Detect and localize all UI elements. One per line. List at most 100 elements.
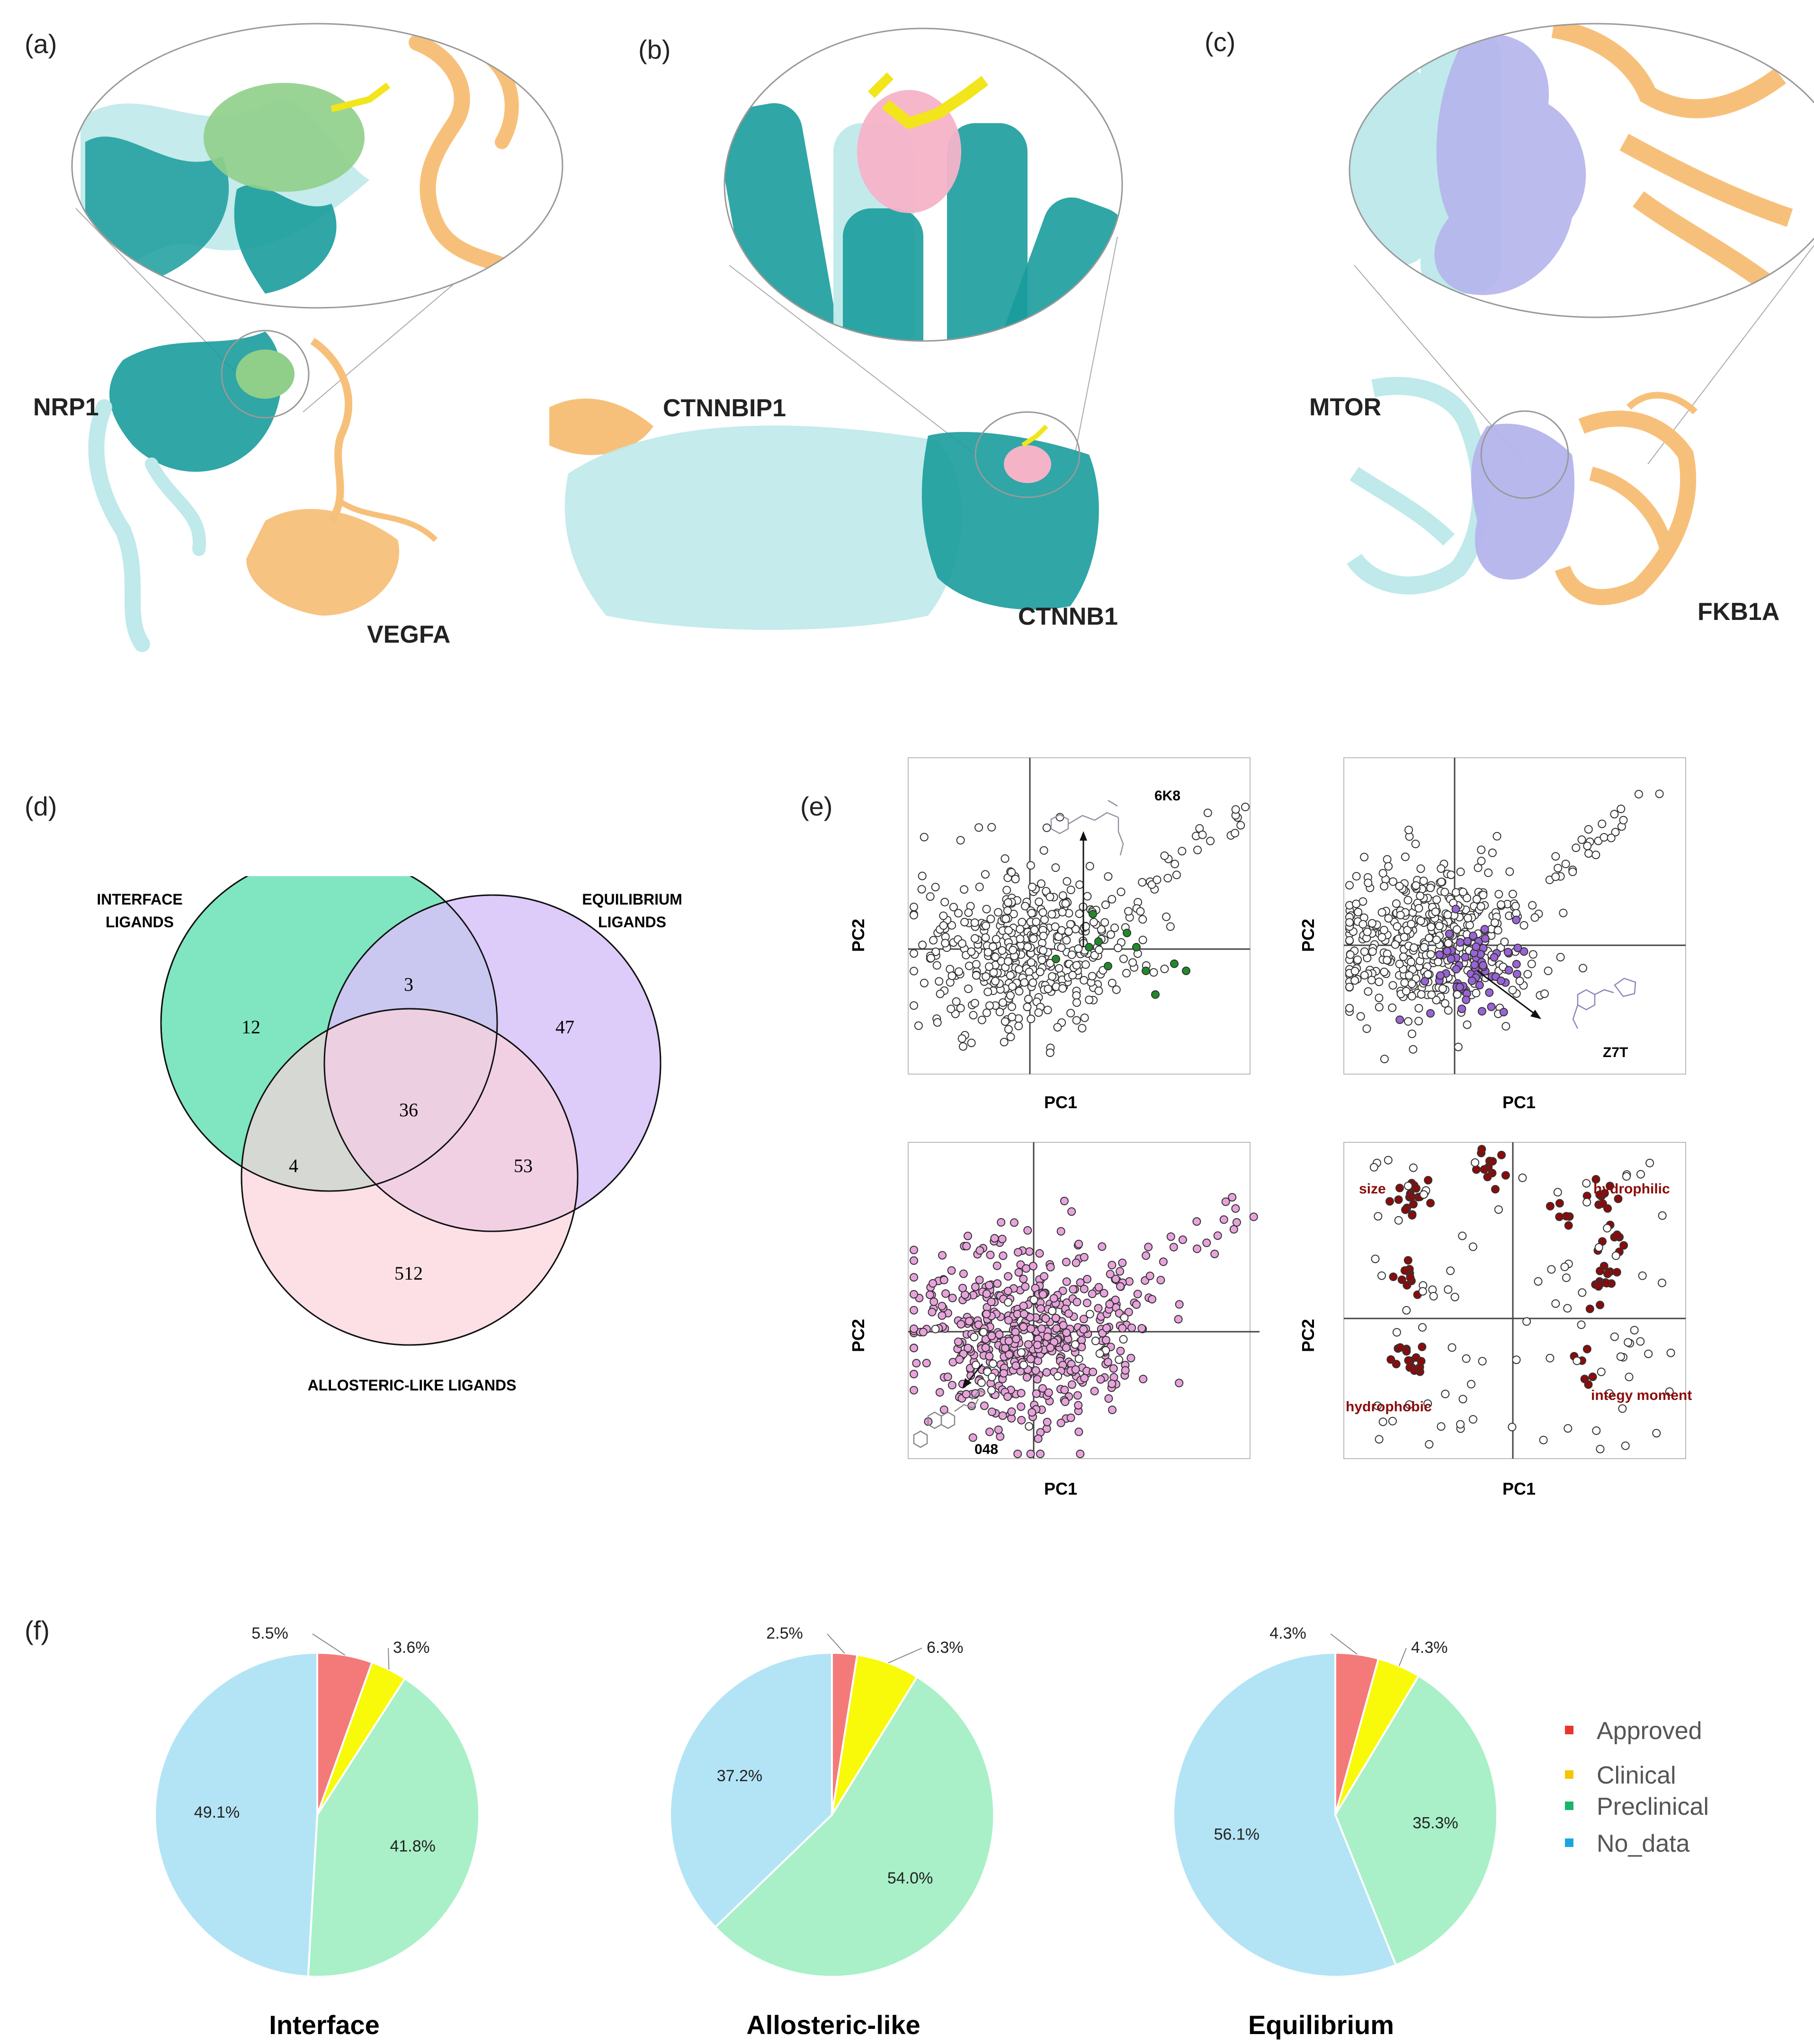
venn-diagram: INTERFACE LIGANDS EQUILIBRIUM LIGANDS AL… (97, 876, 682, 1394)
pca-point (1458, 888, 1467, 896)
pca-point (1017, 1348, 1026, 1357)
pca-point (1048, 972, 1057, 981)
pca-point (999, 1369, 1008, 1378)
pca-point (1427, 990, 1436, 999)
loading-point (1573, 1356, 1582, 1365)
pie-legend: Approved Clinical Preclinical No_data (1565, 1717, 1709, 1857)
pca-point (1001, 1017, 1010, 1026)
pca-point (1018, 918, 1027, 926)
pca-point (1104, 1358, 1112, 1367)
pca-point (985, 1352, 994, 1361)
pca-point (1058, 984, 1067, 993)
pca-point (1443, 910, 1452, 919)
pca-point (1377, 908, 1386, 917)
pca-point (1395, 882, 1404, 891)
pca-point (1116, 1267, 1125, 1276)
pie-charts: 5.5% 3.6% 41.8% 49.1% 2.5% 6.3% 54.0% 37.2% 4.3%… (154, 1624, 1709, 2040)
pca-point (939, 1275, 948, 1284)
loading-point (1369, 1163, 1378, 1172)
loading-point (1603, 1269, 1612, 1278)
pca-point (1414, 1004, 1423, 1013)
pca-point (1144, 1243, 1153, 1252)
pca-point (1175, 1300, 1184, 1309)
pca-point-highlight (1472, 942, 1481, 951)
pca-point (1019, 1309, 1028, 1318)
pca-point (967, 1039, 976, 1048)
pca-point (1046, 959, 1054, 968)
pie-leader-line (312, 1633, 346, 1656)
loading-point (1553, 1188, 1562, 1197)
loading-point (1418, 1287, 1427, 1296)
venn-count-all-three: 36 (399, 1099, 418, 1121)
pca-point (1417, 990, 1426, 999)
pca-point (986, 1250, 995, 1259)
pca-point (1001, 854, 1010, 863)
pca-point (1634, 789, 1643, 798)
pca-point (1416, 891, 1425, 900)
loading-point (1407, 1192, 1416, 1201)
pca-point (1554, 864, 1563, 873)
pca-point (914, 1021, 923, 1030)
pca-point (1380, 968, 1389, 977)
pca-point (1607, 834, 1616, 843)
pca-point-highlight (1490, 953, 1499, 962)
pca-point (1022, 1264, 1031, 1273)
loading-point (1658, 1278, 1666, 1287)
loading-point (1423, 1399, 1432, 1408)
pca-point (1054, 964, 1063, 973)
pca-point (1094, 1304, 1103, 1313)
pca-point (1023, 1003, 1032, 1012)
pca-point (1136, 907, 1145, 916)
pca-point (955, 1355, 964, 1364)
pca-point (1610, 810, 1619, 819)
pca-point (985, 1001, 994, 1010)
pca-point (1043, 1417, 1052, 1426)
pca-point (1076, 1450, 1085, 1458)
pca-point (1079, 1315, 1088, 1324)
pca-point (1410, 943, 1419, 952)
loading-point (1606, 1182, 1614, 1191)
pca-point (910, 1290, 918, 1299)
loading-point (1588, 1372, 1597, 1381)
loading-point (1404, 1182, 1412, 1191)
pca-point (1060, 1385, 1069, 1394)
pca-point (1003, 906, 1012, 915)
pca-point (1019, 1301, 1028, 1310)
pca-point (1403, 896, 1412, 905)
pca-point (1037, 879, 1046, 888)
pca-point (910, 1001, 918, 1010)
pca-ylabel-4: PC2 (1298, 1319, 1318, 1352)
pca-point (958, 1283, 967, 1292)
pca-point (1007, 868, 1016, 877)
pca-point (1029, 934, 1038, 943)
loading-point (1480, 1165, 1489, 1174)
pca-point (1358, 920, 1367, 929)
loading-point (1546, 1201, 1555, 1210)
pca-point (965, 1317, 974, 1326)
pca-point (1062, 1328, 1071, 1337)
pie-slice-no-data (154, 1651, 318, 1978)
pca-point (1000, 1038, 1009, 1047)
pca-point (1004, 1298, 1013, 1307)
pca-point (959, 1042, 967, 1051)
pca-point (1452, 925, 1461, 934)
loading-point (1458, 1395, 1467, 1404)
pca-point (1017, 1416, 1026, 1425)
pca-point (1456, 867, 1465, 876)
pca-xlabel-3: PC1 (1044, 1479, 1077, 1498)
pca-point (1100, 918, 1109, 927)
pca-point (1058, 891, 1067, 900)
pca-point (1166, 922, 1175, 931)
pca-point (1162, 912, 1171, 921)
pca-point (1080, 1284, 1089, 1293)
pca-point (991, 952, 1000, 961)
venn-title-equilibrium-1: EQUILIBRIUM (582, 891, 682, 908)
pca-point (1401, 852, 1410, 861)
pca-point (1061, 899, 1070, 908)
pca-point (1031, 1366, 1040, 1375)
pca-point (1505, 867, 1514, 876)
loading-point (1596, 1300, 1605, 1309)
pca-point (964, 908, 973, 917)
pca-point-highlight (1470, 960, 1479, 969)
pca-point (1017, 1402, 1026, 1411)
